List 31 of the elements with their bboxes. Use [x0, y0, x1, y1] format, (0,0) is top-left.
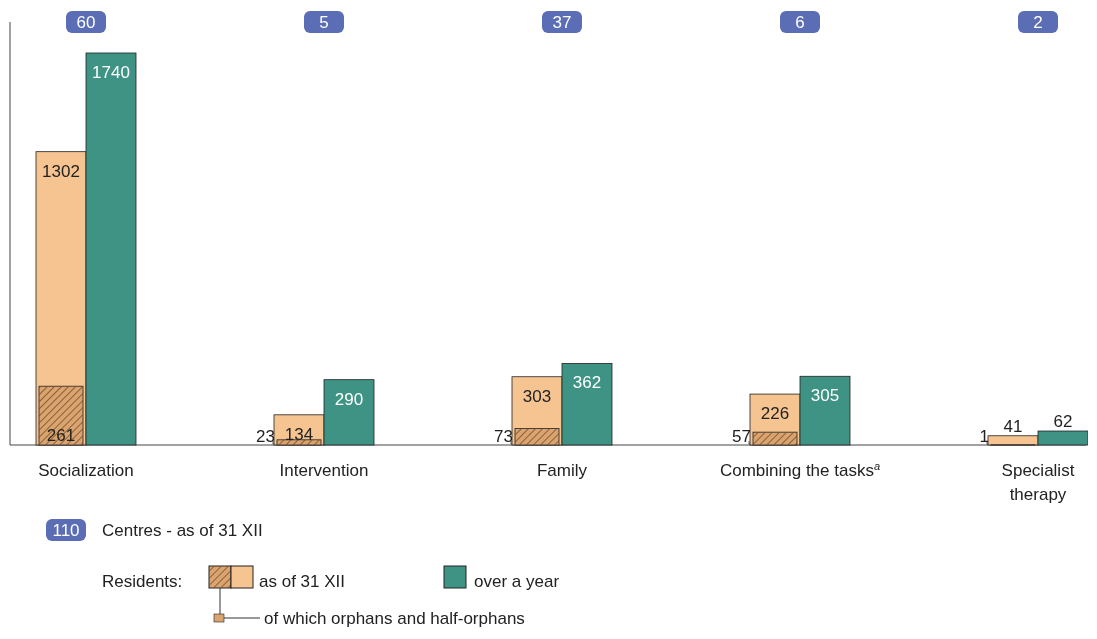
data-label: 1 — [979, 427, 989, 446]
data-label: 57 — [732, 427, 751, 446]
legend-label: of which orphans and half-orphans — [264, 609, 525, 628]
data-label: 134 — [284, 424, 314, 444]
text: 2 — [1033, 13, 1043, 32]
x-tick-label: Combining the tasks$^{a}$ — [719, 460, 881, 480]
data-label: 362 — [572, 373, 602, 393]
text: 6 — [795, 13, 805, 32]
legend-title: Residents: — [102, 572, 183, 591]
data-label: 261 — [46, 426, 76, 445]
x-tick-label: Intervention — [279, 461, 369, 480]
text: 60 — [76, 13, 96, 32]
legend-label: as of 31 XII — [259, 572, 345, 591]
data-label: 62 — [1053, 412, 1073, 432]
legend-label: over a year — [474, 572, 560, 591]
text: 37 — [552, 13, 572, 32]
data-label: 73 — [494, 427, 513, 446]
text: Centres - as of 31 XII — [102, 521, 263, 540]
data-label: 23 — [256, 427, 275, 446]
data-label: 290 — [334, 389, 364, 409]
text: 110 — [52, 521, 80, 540]
x-tick-label: Socialization — [38, 461, 134, 480]
x-tick-label: Family — [536, 461, 588, 480]
data-label: 41 — [1003, 416, 1023, 436]
x-tick-label: Specialist therapy — [1001, 461, 1075, 504]
text: 5 — [319, 13, 329, 32]
data-label: 303 — [522, 386, 552, 406]
data-label: 226 — [760, 404, 790, 424]
data-label: 305 — [810, 386, 840, 406]
data-label: 1302 — [42, 161, 80, 181]
data-label: 1740 — [92, 63, 130, 82]
